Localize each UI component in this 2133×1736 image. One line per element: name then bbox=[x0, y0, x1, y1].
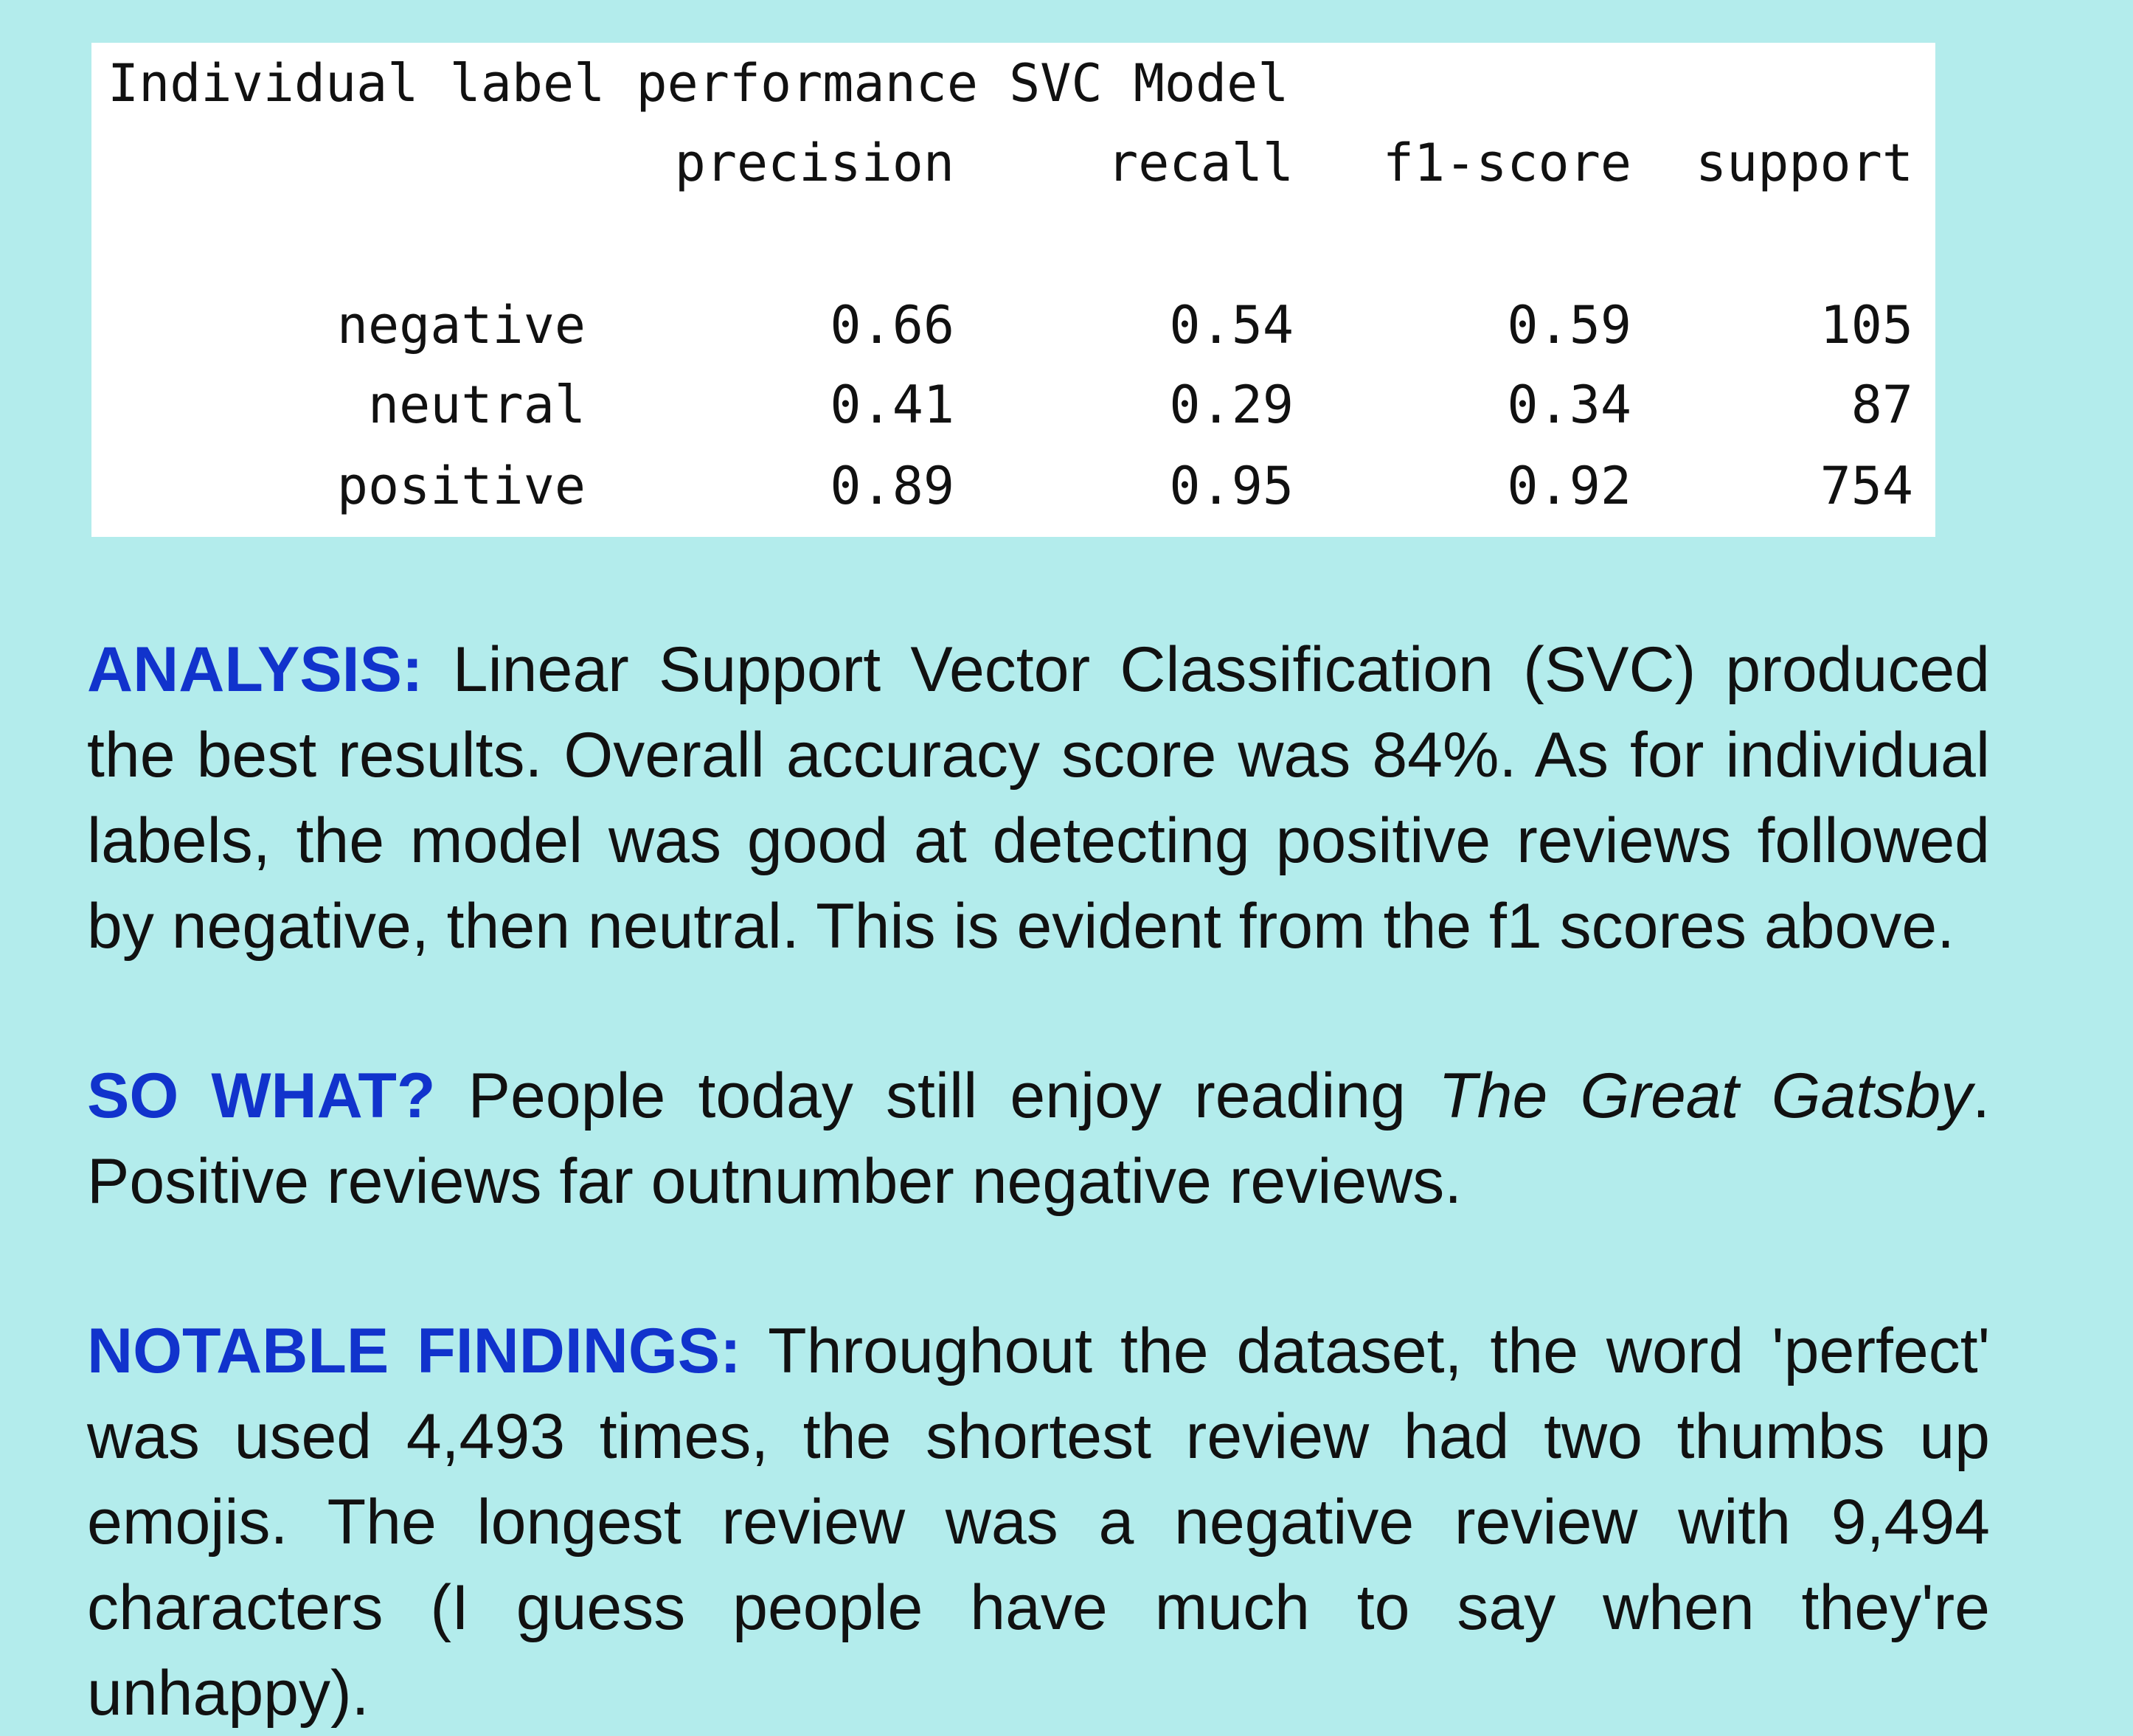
cell-positive-support: 754 bbox=[1820, 456, 1913, 516]
analysis-text: Linear Support Vector Classification (SV… bbox=[87, 634, 1990, 962]
classification-report-panel: Individual label performance SVC Model p… bbox=[91, 43, 1935, 537]
so-what-keyword: SO WHAT? bbox=[87, 1060, 436, 1131]
cell-positive-f1: 0.92 bbox=[1507, 456, 1631, 516]
notable-findings-keyword: NOTABLE FINDINGS: bbox=[87, 1316, 741, 1386]
row-label-neutral: neutral bbox=[367, 375, 586, 435]
cell-neutral-support: 87 bbox=[1851, 375, 1913, 435]
cell-positive-recall: 0.95 bbox=[1169, 456, 1294, 516]
analysis-keyword: ANALYSIS: bbox=[87, 634, 423, 705]
header-recall: recall bbox=[1107, 133, 1294, 193]
row-label-positive: positive bbox=[336, 456, 586, 516]
cell-negative-recall: 0.54 bbox=[1169, 295, 1294, 355]
cell-neutral-recall: 0.29 bbox=[1169, 375, 1294, 435]
analysis-paragraph: ANALYSIS: Linear Support Vector Classifi… bbox=[87, 627, 1990, 969]
book-title: The Great Gatsby bbox=[1438, 1060, 1973, 1131]
row-label-negative: negative bbox=[336, 295, 586, 355]
header-precision: precision bbox=[674, 133, 954, 193]
header-f1-score: f1-score bbox=[1382, 133, 1631, 193]
report-title: Individual label performance SVC Model bbox=[108, 53, 1289, 114]
cell-neutral-f1: 0.34 bbox=[1507, 375, 1631, 435]
header-support: support bbox=[1695, 133, 1913, 193]
notable-findings-paragraph: NOTABLE FINDINGS: Throughout the dataset… bbox=[87, 1308, 1990, 1736]
cell-negative-precision: 0.66 bbox=[830, 295, 954, 355]
cell-positive-precision: 0.89 bbox=[830, 456, 954, 516]
cell-neutral-precision: 0.41 bbox=[830, 375, 954, 435]
cell-negative-support: 105 bbox=[1820, 295, 1913, 355]
so-what-text-after: . Positive reviews far outnumber negativ… bbox=[87, 1060, 1990, 1217]
cell-negative-f1: 0.59 bbox=[1507, 295, 1631, 355]
so-what-paragraph: SO WHAT? People today still enjoy readin… bbox=[87, 1053, 1990, 1224]
so-what-text-before: People today still enjoy reading bbox=[468, 1060, 1406, 1131]
notable-findings-text: Throughout the dataset, the word 'perfec… bbox=[87, 1316, 1991, 1729]
